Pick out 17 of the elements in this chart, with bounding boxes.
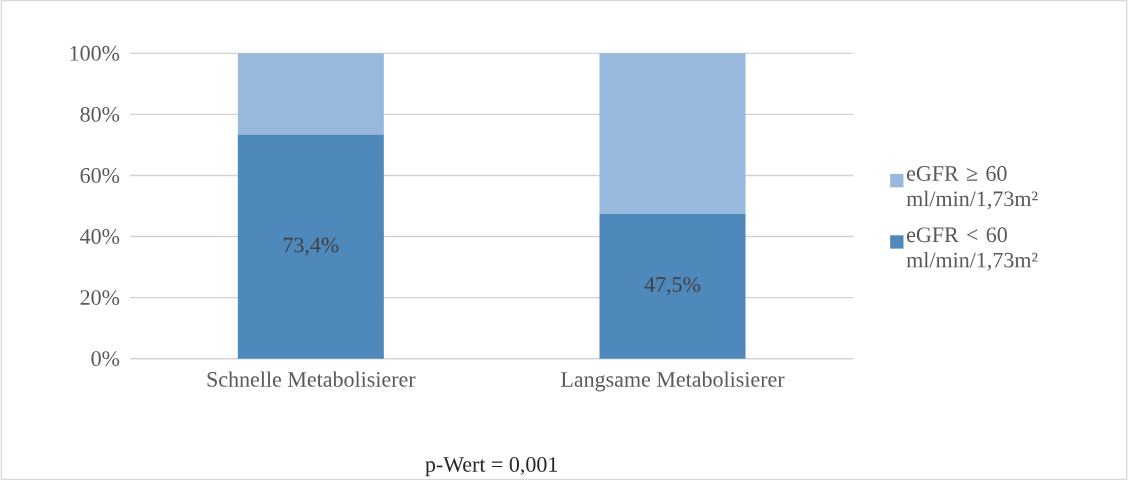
bar <box>237 134 384 359</box>
legend-label: eGFR ≥ 60 ml/min/1,73m² <box>906 166 1038 210</box>
x-tick-label: Schnelle Metabolisierer <box>207 371 416 387</box>
y-tick-label: 60% <box>80 168 120 184</box>
y-tick-label: 40% <box>80 229 120 245</box>
bar <box>599 53 746 214</box>
legend-label: eGFR < 60 ml/min/1,73m² <box>906 227 1038 271</box>
text: p-Wert = 0,001 <box>425 457 558 477</box>
x-tick-label: Langsame Metabolisierer <box>561 371 785 392</box>
bar <box>599 213 746 359</box>
y-tick-label: 100% <box>70 45 120 61</box>
data-label: 47,5% <box>644 277 701 296</box>
y-tick-label: 80% <box>80 107 120 122</box>
y-tick-label: 20% <box>80 290 120 306</box>
data-label: 73,4% <box>283 237 339 256</box>
bar <box>237 53 384 135</box>
y-tick-label: 0% <box>91 351 120 367</box>
